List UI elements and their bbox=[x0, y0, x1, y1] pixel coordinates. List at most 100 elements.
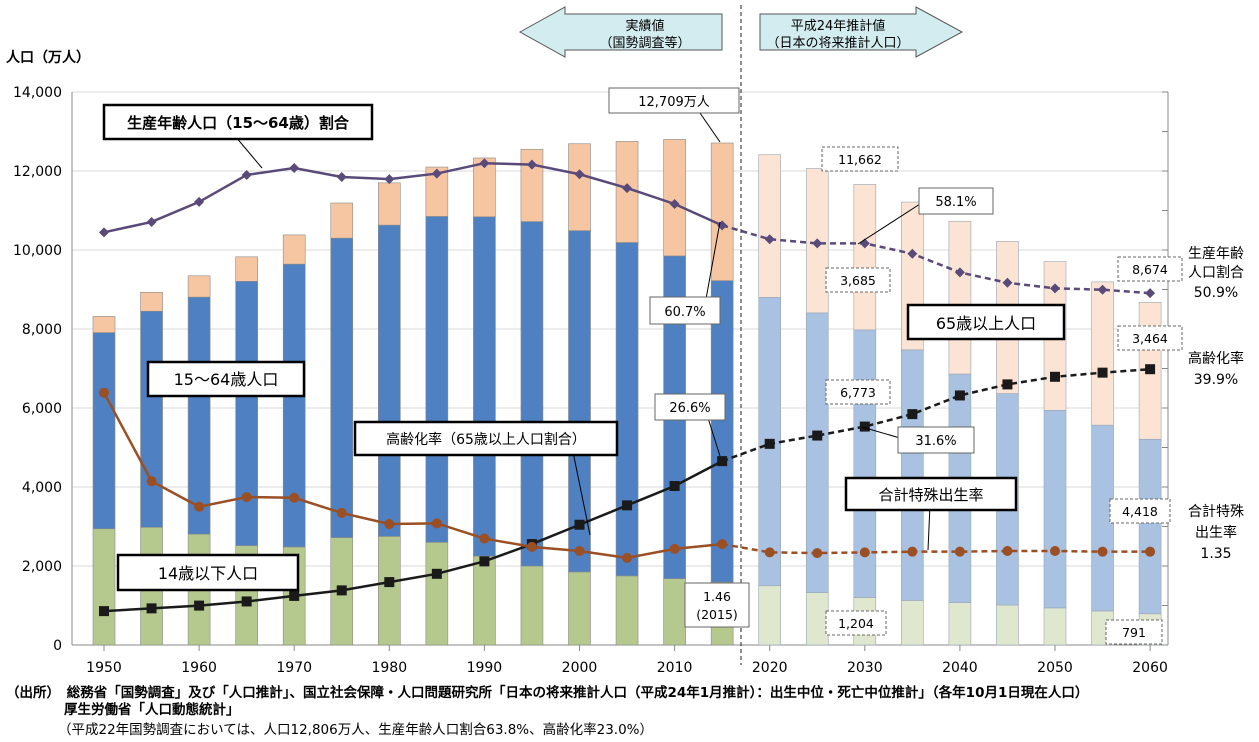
label-working-ratio-box bbox=[102, 103, 374, 141]
x-tick-label: 2040 bbox=[942, 660, 978, 676]
line-aging-actual bbox=[103, 460, 723, 613]
right-tfr-1: 合計特殊 bbox=[1188, 504, 1244, 520]
bar-elderly bbox=[140, 291, 163, 312]
y-axis-label: 人口（万人） bbox=[6, 49, 90, 66]
source-note: （出所） 総務省「国勢調査」及び「人口推計」、国立社会保障・人口問題研究所「日本… bbox=[6, 685, 1089, 701]
marker-tfr bbox=[241, 492, 252, 503]
y-tick-label: 4,000 bbox=[22, 480, 62, 496]
marker-aging bbox=[194, 600, 205, 611]
marker-working-ratio bbox=[384, 174, 395, 185]
bar-working bbox=[282, 263, 306, 548]
label-aging: 高齢化率（65歳以上人口割合） bbox=[386, 431, 586, 448]
line-tfr-projection bbox=[721, 542, 1151, 555]
y-tick-label: 8,000 bbox=[22, 322, 62, 338]
marker-working-ratio bbox=[479, 158, 490, 169]
callout-elderly-2030-box bbox=[825, 267, 891, 293]
y-tick-label: 0 bbox=[53, 638, 62, 654]
callout-aging-2015: 26.6% bbox=[669, 401, 710, 416]
bar-elderly bbox=[663, 139, 686, 257]
census-note: （平成22年国勢調査においては、人口12,806万人、生産年齢人口割合63.8%… bbox=[58, 722, 654, 738]
bar-working bbox=[473, 216, 496, 557]
callout-tfr-2015a: 1.46 bbox=[703, 589, 731, 604]
label-aging-box bbox=[353, 420, 619, 457]
label-working-pop: 15～64歳人口 bbox=[174, 370, 279, 389]
marker-working-ratio bbox=[812, 238, 823, 249]
marker-tfr bbox=[1097, 546, 1108, 557]
marker-aging bbox=[669, 481, 680, 492]
label-children-box bbox=[116, 553, 300, 592]
marker-working-ratio bbox=[1002, 277, 1013, 288]
marker-aging bbox=[717, 456, 728, 467]
callout-working-2030: 6,773 bbox=[840, 385, 876, 400]
marker-aging bbox=[954, 390, 965, 401]
bar-elderly bbox=[568, 143, 591, 231]
marker-aging bbox=[146, 603, 157, 614]
bar-elderly bbox=[425, 166, 449, 217]
bar-children bbox=[92, 528, 116, 646]
projection-arrow bbox=[759, 6, 964, 58]
marker-tfr bbox=[431, 518, 442, 529]
marker-aging bbox=[764, 438, 775, 449]
marker-working-ratio bbox=[99, 227, 109, 238]
callout-elderly-2060-box bbox=[1117, 325, 1183, 351]
marker-tfr bbox=[717, 539, 728, 550]
y-tick-label: 14,000 bbox=[13, 85, 62, 101]
label-tfr: 合計特殊出生率 bbox=[878, 486, 983, 504]
callout-children-2030-box bbox=[825, 610, 887, 636]
bar-elderly bbox=[710, 142, 734, 281]
marker-aging bbox=[384, 577, 395, 588]
source-note-2: 厚生労働省「人口動態統計」 bbox=[64, 702, 240, 718]
bar-children bbox=[805, 592, 829, 646]
bar-working bbox=[425, 216, 449, 543]
callout-children-2030: 1,204 bbox=[838, 616, 874, 631]
marker-aging bbox=[336, 585, 347, 596]
x-tick-label: 2020 bbox=[752, 660, 788, 676]
label-working-ratio: 生産年齢人口（15～64歳）割合 bbox=[127, 114, 350, 132]
marker-working-ratio bbox=[289, 163, 300, 174]
callout-aging-2030: 31.6% bbox=[915, 434, 956, 449]
marker-tfr bbox=[194, 501, 205, 512]
bar-children bbox=[615, 575, 639, 646]
bar-children bbox=[948, 602, 972, 646]
marker-aging bbox=[1002, 379, 1013, 390]
connector-total-2015 bbox=[699, 112, 721, 143]
callout-total-2015-box bbox=[608, 87, 740, 114]
marker-aging bbox=[812, 430, 823, 441]
actual-arrow bbox=[518, 6, 723, 58]
callout-tfr-2015b: (2015) bbox=[696, 607, 738, 622]
label-tfr-box bbox=[844, 476, 1018, 512]
marker-tfr bbox=[954, 546, 965, 557]
bar-working bbox=[1138, 438, 1162, 615]
callout-working-2060-box bbox=[1109, 498, 1171, 524]
callout-total-2015: 12,709万人 bbox=[638, 95, 710, 110]
bar-children bbox=[520, 565, 544, 646]
label-elderly: 65歳以上人口 bbox=[936, 314, 1036, 333]
marker-tfr bbox=[907, 546, 918, 557]
line-working-ratio-projection bbox=[721, 224, 1151, 295]
callout-total-2030: 11,662 bbox=[838, 152, 882, 167]
marker-aging bbox=[479, 556, 490, 567]
label-working-pop-box bbox=[146, 360, 306, 398]
projection-label-2: （日本の将来推計人口） bbox=[766, 35, 909, 51]
label-elderly-box bbox=[906, 303, 1066, 341]
marker-tfr bbox=[574, 545, 585, 556]
bar-working bbox=[1043, 410, 1067, 609]
callout-children-2060-box bbox=[1105, 619, 1163, 645]
marker-aging bbox=[574, 519, 585, 530]
callout-tfr-2015-box bbox=[684, 582, 750, 628]
x-tick-label: 1990 bbox=[467, 660, 503, 676]
bar-working bbox=[330, 237, 354, 538]
marker-tfr bbox=[526, 541, 537, 552]
bar-working bbox=[92, 332, 116, 530]
marker-tfr bbox=[1050, 545, 1060, 556]
bar-working bbox=[615, 242, 639, 577]
marker-working-ratio bbox=[146, 216, 157, 227]
x-tick-label: 1960 bbox=[181, 660, 217, 676]
marker-working-ratio bbox=[194, 196, 205, 207]
marker-working-ratio bbox=[622, 183, 633, 194]
bar-working bbox=[140, 310, 163, 528]
marker-working-ratio bbox=[336, 172, 347, 183]
marker-tfr bbox=[669, 543, 680, 554]
right-wr-3: 50.9% bbox=[1194, 285, 1238, 301]
bar-children bbox=[758, 585, 782, 646]
